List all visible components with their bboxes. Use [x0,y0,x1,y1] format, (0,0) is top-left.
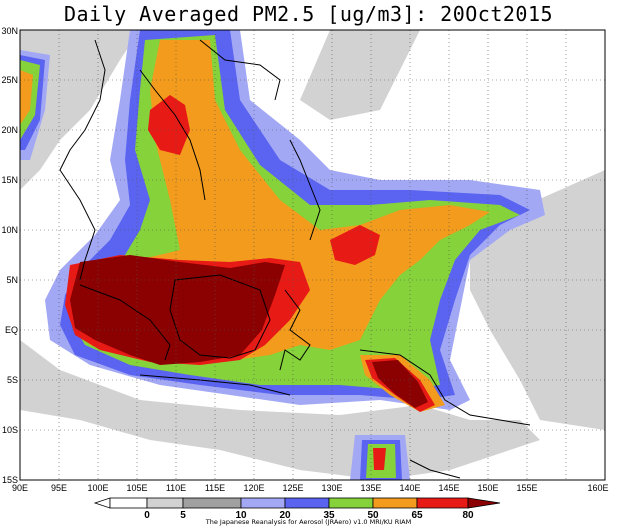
colorbar-label: 0 [144,510,150,521]
plot-frame [19,29,606,481]
region-red-east [330,225,380,265]
colorbar-segment [182,497,242,509]
region-gray-east [300,30,420,120]
lon-tick-label: 105E [126,483,147,493]
lat-tick-label: 25N [1,75,18,85]
colorbar-label: 50 [367,510,379,521]
lon-tick-label: 90E [12,483,28,493]
colorbar-segment [328,497,374,509]
lon-tick-label: 95E [51,483,67,493]
region-darkred [70,255,285,365]
colorbar-label: 80 [462,510,474,521]
coastlines [59,39,531,479]
region-red-south [373,448,386,470]
lon-axis: 90E 95E 100E 105E 110E 115E 120E 125E 13… [12,483,609,493]
colorbar-segment [284,497,330,509]
lon-tick-label: 150E [477,483,498,493]
region-gray-west [20,30,140,190]
lat-tick-label: 5N [6,275,18,285]
colorbar [93,497,501,509]
colorbar-label: 65 [411,510,423,521]
lat-tick-label: 5S [7,375,18,385]
lat-tick-label: 15N [1,175,18,185]
lon-tick-label: 135E [360,483,381,493]
colorbar-segment [146,497,184,509]
lon-tick-label: 100E [87,483,108,493]
lon-tick-label: 145E [438,483,459,493]
colorbar-segment [109,497,148,509]
colorbar-segment [372,497,418,509]
lon-tick-label: 155E [516,483,537,493]
lon-tick-label: 115E [205,483,225,493]
colorbar-arrow-right [467,497,501,509]
lon-tick-label: 120E [243,483,264,493]
lat-axis: 30N 25N 20N 15N 10N 5N EQ 5S 10S 15S [1,26,18,485]
colorbar-segment [240,497,286,509]
region-gray-south [20,340,540,480]
lat-tick-label: 15S [2,475,18,485]
concentration-field [20,30,605,480]
lon-tick-label: 160E [587,483,608,493]
lon-tick-label: 130E [321,483,342,493]
colorbar-label: 35 [323,510,335,521]
map-title: Daily Averaged PM2.5 [ug/m3]: 20Oct2015 [63,2,554,26]
data-source-credit: The Japanese Reanalysis for Aerosol (JRA… [205,518,412,526]
lat-tick-label: EQ [5,325,18,335]
region-darkred-newguinea [372,360,428,408]
lat-tick-label: 10N [1,225,18,235]
lon-tick-label: 125E [282,483,303,493]
colorbar-arrow-left [93,497,111,509]
colorbar-labels: 0 5 10 20 35 50 65 80 [144,510,474,521]
region-red-gulf [148,95,190,155]
region-orange-topleft [20,70,33,125]
colorbar-label: 5 [180,510,186,521]
lat-tick-label: 30N [1,26,18,36]
lat-tick-label: 10S [2,425,18,435]
lon-tick-label: 110E [166,483,186,493]
lon-tick-label: 140E [399,483,420,493]
colorbar-segment [416,497,469,509]
colorbar-label: 20 [279,510,291,521]
region-gray-southeast [470,170,605,430]
lat-tick-label: 20N [1,125,18,135]
gridlines [20,30,605,480]
colorbar-label: 10 [235,510,247,521]
